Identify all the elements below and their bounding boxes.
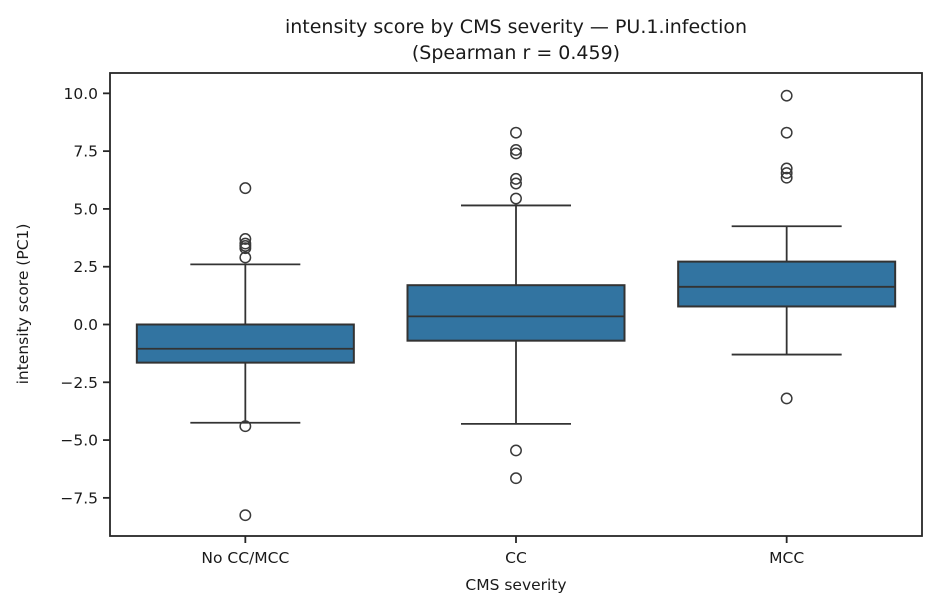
outlier-point (780, 162, 793, 175)
y-axis-label: intensity score (PC1) (14, 224, 32, 385)
outlier-point (780, 126, 793, 139)
outlier-point (510, 177, 522, 190)
outlier-point (510, 444, 522, 457)
x-tick-label: No CC/MCC (201, 549, 289, 567)
box-1 (135, 323, 355, 364)
y-tick-label: −2.5 (60, 374, 98, 392)
outlier-point (239, 182, 252, 195)
outlier-point (239, 420, 252, 433)
outlier-point (780, 89, 793, 102)
chart-title: intensity score by CMS severity — PU.1.i… (285, 16, 747, 38)
plot-area: 10.0 7.5 5.0 2.5 0.0 −2.5 −5.0 −7.5 No CC/MCC CC M… (60, 85, 897, 567)
outlier-point (510, 147, 522, 160)
y-tick-label: 2.5 (73, 258, 98, 276)
y-tick-label: −7.5 (60, 489, 98, 507)
outlier-point (510, 172, 522, 185)
x-tick-label: CC (505, 549, 527, 567)
outlier-point (239, 509, 252, 522)
box-2 (406, 284, 626, 342)
y-tick-label: 7.5 (73, 143, 98, 161)
outlier-point (239, 233, 252, 245)
outlier-point (239, 242, 252, 255)
y-tick-label: 5.0 (73, 200, 98, 218)
chart-subtitle: (Spearman r = 0.459) (412, 42, 620, 64)
outlier-point (239, 239, 252, 252)
outlier-point (780, 171, 793, 184)
outlier-point (239, 251, 252, 264)
outlier-point (780, 392, 793, 405)
outlier-point (510, 472, 522, 485)
x-axis-label: CMS severity (465, 576, 566, 594)
y-tick-label: −5.0 (60, 432, 98, 450)
outlier-point (510, 126, 522, 139)
plot-border (109, 72, 923, 537)
x-tick-label: MCC (769, 549, 804, 567)
outlier-point (780, 167, 793, 180)
y-tick-label: 10.0 (63, 85, 98, 103)
outlier-point (510, 144, 522, 156)
box-3 (677, 260, 897, 308)
outlier-point (510, 192, 522, 205)
y-tick-label: 0.0 (73, 316, 98, 334)
